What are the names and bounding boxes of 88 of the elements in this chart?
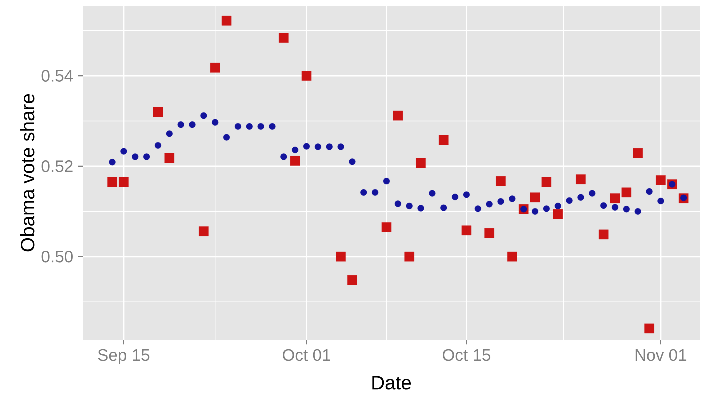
point [292, 146, 299, 154]
point [108, 177, 118, 188]
x-tick-label: Sep 15 [98, 349, 150, 364]
point [246, 123, 253, 130]
x-axis-title: Date [372, 376, 412, 390]
point [612, 204, 619, 211]
point [656, 176, 666, 186]
point [463, 192, 470, 198]
point [484, 228, 494, 238]
point [178, 122, 184, 128]
point [372, 189, 379, 196]
point [210, 63, 220, 73]
point [508, 252, 518, 262]
point [589, 190, 596, 197]
point [302, 71, 312, 81]
point [164, 153, 175, 164]
point [474, 206, 482, 212]
point [223, 134, 230, 141]
point [600, 202, 608, 210]
point [336, 252, 346, 262]
point [429, 190, 436, 197]
point [406, 202, 413, 210]
point [120, 148, 128, 155]
point [212, 119, 219, 126]
point [234, 123, 242, 130]
x-tick-label: Nov 01 [636, 349, 687, 362]
point [566, 198, 573, 204]
point [109, 159, 116, 166]
point [303, 143, 310, 150]
point [634, 208, 642, 215]
point [269, 123, 276, 130]
point [543, 206, 550, 212]
point [382, 222, 392, 232]
point [144, 154, 150, 160]
point [554, 202, 562, 210]
point [623, 206, 630, 213]
point [452, 194, 459, 200]
point [393, 110, 404, 121]
y-axis-title: Obama vote share [20, 94, 35, 252]
point [416, 158, 426, 168]
point [199, 226, 209, 236]
point [658, 198, 664, 205]
point [349, 158, 356, 166]
point [553, 209, 564, 220]
point [119, 177, 129, 188]
x-tick-label: Oct 01 [283, 349, 330, 362]
point [622, 188, 632, 198]
point [326, 144, 333, 150]
point [532, 208, 539, 215]
point [383, 178, 390, 185]
point [404, 252, 414, 262]
point [633, 148, 643, 158]
point [360, 189, 368, 196]
point [438, 135, 449, 146]
point [338, 144, 344, 150]
point [598, 230, 609, 240]
point [280, 154, 288, 160]
y-tick-label: 0.50 [42, 250, 73, 263]
point [486, 201, 493, 208]
point [200, 112, 208, 120]
point [153, 107, 164, 118]
point [394, 200, 402, 208]
point [610, 194, 620, 204]
y-tick-label: 0.54 [42, 70, 74, 82]
point [576, 174, 586, 184]
point [418, 205, 424, 212]
point [132, 154, 139, 160]
point [530, 192, 540, 203]
point [279, 33, 289, 43]
point [290, 156, 300, 166]
point [509, 196, 516, 202]
point [166, 130, 173, 138]
point [542, 177, 552, 188]
point [314, 144, 322, 150]
point [496, 176, 506, 186]
point [578, 194, 584, 201]
x-tick-label: Oct 15 [442, 349, 491, 362]
point [348, 275, 358, 286]
point [258, 123, 264, 130]
point [154, 142, 162, 149]
point [646, 188, 653, 196]
point [189, 122, 196, 128]
y-tick-label: 0.52 [42, 160, 73, 172]
point [222, 16, 232, 26]
point [440, 204, 448, 212]
point [462, 226, 472, 236]
point [498, 198, 504, 205]
point [644, 324, 654, 334]
